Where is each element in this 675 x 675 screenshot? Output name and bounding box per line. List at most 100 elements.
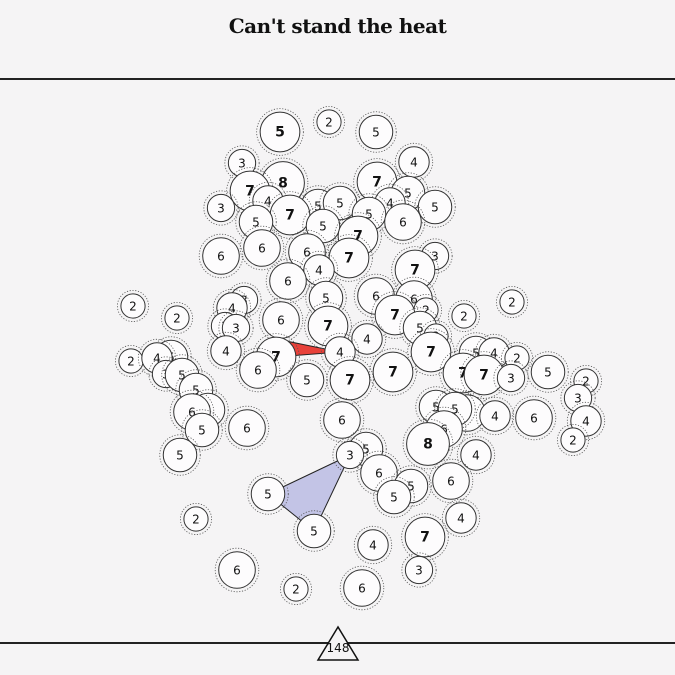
- node-circle[interactable]: [445, 502, 477, 534]
- node[interactable]: 6: [258, 297, 304, 343]
- node-circle[interactable]: [384, 203, 422, 241]
- node-circle[interactable]: [296, 513, 332, 549]
- node-circle[interactable]: [210, 335, 242, 367]
- node-circle[interactable]: [335, 440, 365, 470]
- node[interactable]: 4: [456, 435, 496, 475]
- node[interactable]: 6: [428, 458, 474, 504]
- node[interactable]: 2: [160, 301, 193, 334]
- node[interactable]: 5: [293, 510, 335, 552]
- node[interactable]: 8: [402, 418, 454, 470]
- node-circle[interactable]: [496, 363, 526, 393]
- node-circle[interactable]: [202, 237, 240, 275]
- node-circle[interactable]: [358, 114, 394, 150]
- node[interactable]: 4: [394, 142, 434, 182]
- node[interactable]: 5: [159, 434, 201, 476]
- node[interactable]: 5: [527, 351, 569, 393]
- node-circle[interactable]: [283, 576, 309, 602]
- node[interactable]: 7: [407, 328, 455, 376]
- node[interactable]: 3: [493, 360, 529, 396]
- node-circle[interactable]: [530, 354, 566, 390]
- node[interactable]: 2: [117, 289, 150, 322]
- node[interactable]: 5: [181, 409, 223, 451]
- node-circle[interactable]: [357, 529, 389, 561]
- node[interactable]: 5: [247, 473, 289, 515]
- node[interactable]: 6: [239, 225, 285, 271]
- node[interactable]: 6: [224, 405, 270, 451]
- node-circle[interactable]: [259, 111, 301, 153]
- node[interactable]: 3: [332, 437, 368, 473]
- node-circle[interactable]: [570, 405, 602, 437]
- node[interactable]: 3: [203, 190, 239, 226]
- node-circle[interactable]: [410, 331, 452, 373]
- node-circle[interactable]: [184, 412, 220, 448]
- node-circle[interactable]: [372, 351, 414, 393]
- node-circle[interactable]: [228, 409, 266, 447]
- node[interactable]: 5: [256, 108, 304, 156]
- node[interactable]: 2: [279, 573, 312, 606]
- node[interactable]: 5: [355, 111, 397, 153]
- node-circle[interactable]: [206, 193, 236, 223]
- node-circle[interactable]: [164, 305, 190, 331]
- node-circle[interactable]: [218, 551, 256, 589]
- node[interactable]: 6: [235, 347, 281, 393]
- node-circle[interactable]: [560, 427, 586, 453]
- node-circle[interactable]: [316, 109, 342, 135]
- node[interactable]: 4: [353, 525, 393, 565]
- node-circle[interactable]: [120, 293, 146, 319]
- node[interactable]: 3: [401, 552, 437, 588]
- node[interactable]: 7: [325, 234, 373, 282]
- node[interactable]: 5: [414, 186, 456, 228]
- node-circle[interactable]: [328, 237, 370, 279]
- node-circle[interactable]: [162, 437, 198, 473]
- node[interactable]: 7: [401, 513, 449, 561]
- node[interactable]: 7: [304, 302, 352, 350]
- nodes[interactable]: 5253487754355457555676667347634566222227…: [115, 106, 606, 611]
- node-circle[interactable]: [515, 399, 553, 437]
- node-circle[interactable]: [239, 351, 277, 389]
- node-circle[interactable]: [243, 229, 281, 267]
- node-circle[interactable]: [351, 323, 383, 355]
- node-circle[interactable]: [432, 462, 470, 500]
- node-circle[interactable]: [417, 189, 453, 225]
- node[interactable]: 4: [475, 396, 515, 436]
- node-circle[interactable]: [460, 439, 492, 471]
- node[interactable]: 2: [115, 344, 148, 377]
- node-circle[interactable]: [183, 506, 209, 532]
- node-circle[interactable]: [343, 569, 381, 607]
- node[interactable]: 7: [369, 348, 417, 396]
- node-circle[interactable]: [404, 516, 446, 558]
- node-circle[interactable]: [404, 555, 434, 585]
- node[interactable]: 3: [560, 380, 596, 416]
- node[interactable]: 4: [206, 331, 246, 371]
- node-circle[interactable]: [289, 362, 325, 398]
- node[interactable]: 6: [198, 233, 244, 279]
- node-value: 6: [399, 216, 407, 230]
- node-circle[interactable]: [479, 400, 511, 432]
- node-circle[interactable]: [406, 422, 450, 466]
- node-circle[interactable]: [499, 289, 525, 315]
- node-circle[interactable]: [323, 401, 361, 439]
- node[interactable]: 2: [447, 299, 480, 332]
- node[interactable]: 6: [339, 565, 385, 611]
- node-circle[interactable]: [451, 303, 477, 329]
- node[interactable]: 6: [511, 395, 557, 441]
- node[interactable]: 4: [441, 498, 481, 538]
- node[interactable]: 6: [380, 199, 426, 245]
- node[interactable]: 4: [566, 401, 606, 441]
- node[interactable]: 2: [179, 502, 212, 535]
- node-circle[interactable]: [250, 476, 286, 512]
- node[interactable]: 2: [312, 106, 345, 139]
- node[interactable]: 5: [286, 359, 328, 401]
- node-circle[interactable]: [376, 479, 412, 515]
- node[interactable]: 2: [557, 423, 590, 456]
- node[interactable]: 3: [218, 310, 254, 346]
- node[interactable]: 4: [347, 319, 387, 359]
- node[interactable]: 2: [495, 285, 528, 318]
- node-ring: [390, 465, 432, 507]
- node[interactable]: 6: [319, 397, 365, 443]
- node-circle[interactable]: [269, 262, 307, 300]
- node[interactable]: 6: [214, 547, 260, 593]
- node[interactable]: 5: [373, 476, 415, 518]
- node-ring: [527, 351, 569, 393]
